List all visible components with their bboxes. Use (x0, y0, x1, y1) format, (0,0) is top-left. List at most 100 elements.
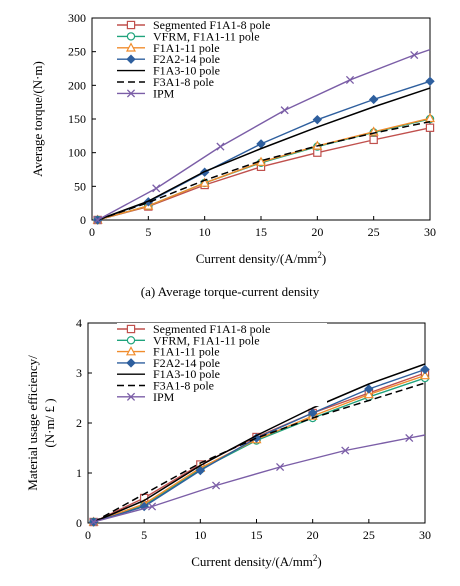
data-point (216, 142, 225, 151)
data-point (276, 462, 285, 472)
series-f1a3-10-pole (97, 87, 431, 221)
x-tick-label: 15 (251, 528, 263, 542)
series-line (97, 87, 431, 221)
y-tick-label: 0 (80, 213, 86, 227)
legend-label: Segmented F1A1-8 pole (153, 322, 270, 336)
legend-background (117, 19, 285, 103)
x-tick-label: 10 (199, 225, 211, 239)
legend-label: F1A1-11 pole (153, 345, 220, 359)
chart-caption: (a) Average torque-current density (141, 284, 320, 299)
x-tick-label: 15 (255, 225, 267, 239)
data-point (152, 184, 161, 193)
efficiency-chart: 0 5 10 15 20 25 30 0 1 2 3 4 Current density/(A/mm2)… (25, 316, 431, 569)
x-axis-label: Current density/(A/mm2) (196, 250, 327, 266)
data-point (199, 177, 210, 187)
data-point (420, 364, 430, 375)
x-tick-label: 30 (424, 225, 436, 239)
legend-marker (126, 54, 136, 64)
legend-label: IPM (153, 390, 175, 404)
legend-label: F1A3-10 pole (153, 367, 220, 381)
data-point (280, 106, 289, 115)
data-point (425, 76, 435, 87)
data-point (425, 123, 435, 132)
y-tick-label: 100 (68, 146, 86, 160)
y-tick-label: 300 (68, 11, 86, 25)
legend-marker (126, 20, 136, 30)
data-point (424, 112, 436, 123)
data-point (307, 408, 318, 418)
y-tick-label: 2 (76, 416, 82, 430)
legend-marker (125, 346, 137, 356)
data-point (312, 114, 323, 125)
data-point (363, 389, 374, 399)
data-point (419, 370, 431, 380)
y-tick-label: 4 (76, 316, 82, 330)
y-tick-label: 150 (68, 112, 86, 126)
legend-label: F3A1-8 pole (153, 75, 214, 89)
series-line (93, 363, 426, 523)
series-f1a3-10-pole (93, 363, 426, 523)
data-point (368, 94, 379, 105)
x-tick-label: 30 (419, 528, 431, 542)
data-point (369, 135, 378, 145)
y-tick-label: 50 (74, 179, 86, 193)
x-tick-label: 0 (89, 225, 95, 239)
legend-label: IPM (153, 86, 175, 100)
legend-marker (125, 42, 137, 52)
x-tick-label: 20 (311, 225, 323, 239)
series-ipm (89, 433, 426, 527)
x-tick-label: 20 (307, 528, 319, 542)
legend-label: F2A2-14 pole (153, 356, 220, 370)
x-tick-label: 0 (85, 528, 91, 542)
y-tick-label: 1 (76, 466, 82, 480)
x-tick-label: 10 (194, 528, 206, 542)
data-point (345, 75, 355, 85)
legend-marker (126, 336, 136, 345)
series-f3a1-8-pole (97, 120, 431, 221)
series-ipm (93, 48, 431, 225)
y-tick-label: 200 (68, 78, 86, 92)
legend-label: F1A3-10 pole (153, 64, 220, 78)
data-point (256, 139, 266, 149)
data-point (364, 384, 374, 394)
data-point (89, 517, 98, 527)
y-tick-label: 0 (76, 516, 82, 530)
legend-marker (126, 392, 136, 401)
legend-label: VFRM, F1A1-11 pole (153, 333, 260, 347)
data-point (212, 481, 221, 490)
x-tick-label: 5 (141, 528, 147, 542)
legend-label: F3A1-8 pole (153, 379, 214, 393)
legend-marker (126, 358, 136, 368)
y-tick-label: 250 (68, 45, 86, 59)
legend-label: F2A2-14 pole (153, 52, 220, 66)
y-tick-label: 3 (76, 366, 82, 380)
legend-label: Segmented F1A1-8 pole (153, 18, 270, 32)
x-tick-label: 25 (363, 528, 375, 542)
data-point (147, 502, 157, 511)
y-axis-label: Material usage efficiency/ (25, 355, 40, 491)
series-line (93, 434, 426, 523)
legend-label: VFRM, F1A1-11 pole (153, 29, 260, 43)
series-line (97, 120, 431, 221)
series-line (93, 382, 426, 523)
y-axis-unit-label: (N·m/ £ ) (42, 398, 57, 447)
series-f3a1-8-pole (93, 382, 426, 523)
x-axis-label: Current density/(A/mm2) (191, 553, 322, 569)
data-point (341, 446, 350, 455)
legend-background (117, 323, 327, 407)
y-axis-label: Average torque/(N·m) (30, 61, 45, 177)
data-point (195, 465, 206, 476)
data-point (410, 50, 419, 60)
x-tick-label: 5 (145, 225, 151, 239)
legend-marker (126, 89, 136, 98)
x-tick-label: 25 (368, 225, 380, 239)
legend-label: F1A1-11 pole (153, 41, 220, 55)
data-point (93, 215, 102, 225)
legend-marker (126, 324, 136, 334)
data-point (405, 433, 414, 443)
legend-marker (126, 32, 136, 41)
